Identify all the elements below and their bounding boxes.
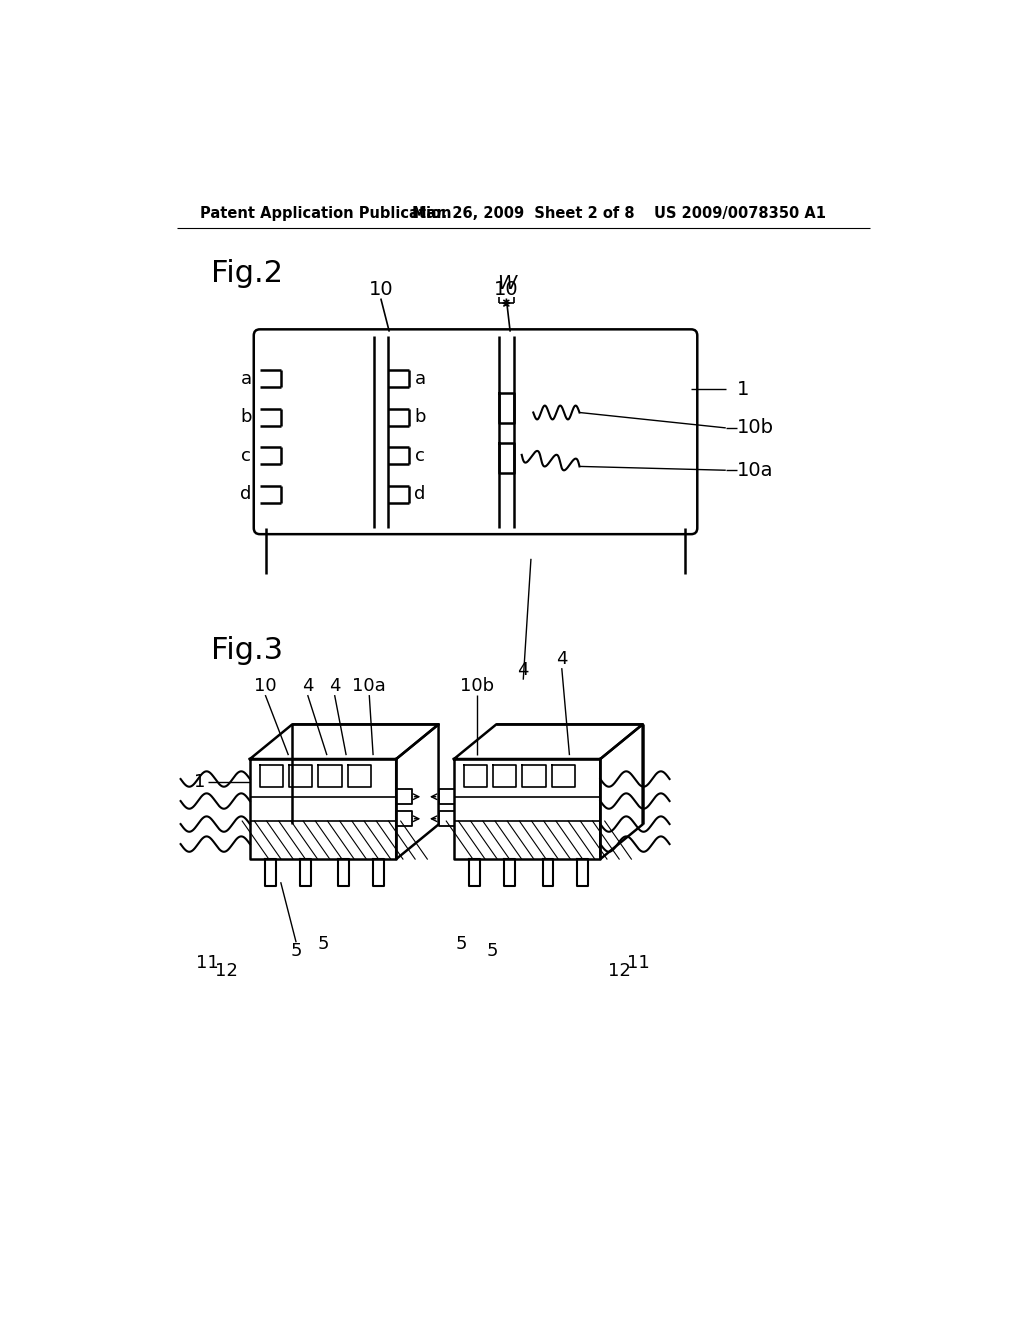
Text: 11: 11 [628, 954, 650, 972]
Text: b: b [415, 408, 426, 426]
Text: 5: 5 [486, 942, 499, 961]
Text: 10: 10 [494, 280, 518, 298]
Text: Fig.3: Fig.3 [211, 636, 284, 665]
Text: 10b: 10b [460, 677, 495, 694]
Text: 11: 11 [197, 954, 219, 972]
Text: Fig.2: Fig.2 [211, 259, 284, 288]
Text: 4: 4 [302, 677, 313, 694]
Text: b: b [241, 408, 252, 426]
Text: 1: 1 [195, 774, 206, 791]
Text: 10a: 10a [737, 461, 774, 479]
Text: 4: 4 [517, 661, 529, 680]
Text: a: a [241, 370, 252, 388]
Text: 1: 1 [737, 380, 750, 399]
Text: 10b: 10b [737, 418, 774, 437]
Text: 5: 5 [291, 942, 302, 961]
Text: 4: 4 [556, 649, 567, 668]
Text: 10: 10 [254, 677, 276, 694]
Text: Mar. 26, 2009  Sheet 2 of 8: Mar. 26, 2009 Sheet 2 of 8 [412, 206, 634, 222]
Text: a: a [415, 370, 426, 388]
Text: Patent Application Publication: Patent Application Publication [200, 206, 452, 222]
Text: 10a: 10a [352, 677, 386, 694]
Text: 4: 4 [329, 677, 340, 694]
Text: d: d [241, 486, 252, 503]
Text: W: W [497, 275, 516, 293]
Text: 5: 5 [317, 935, 329, 953]
Text: 10: 10 [369, 280, 393, 298]
Text: 5: 5 [456, 935, 467, 953]
Text: c: c [415, 446, 425, 465]
Text: d: d [415, 486, 426, 503]
Text: c: c [241, 446, 251, 465]
Text: 12: 12 [215, 962, 239, 979]
Text: 12: 12 [608, 962, 631, 979]
Text: US 2009/0078350 A1: US 2009/0078350 A1 [654, 206, 826, 222]
